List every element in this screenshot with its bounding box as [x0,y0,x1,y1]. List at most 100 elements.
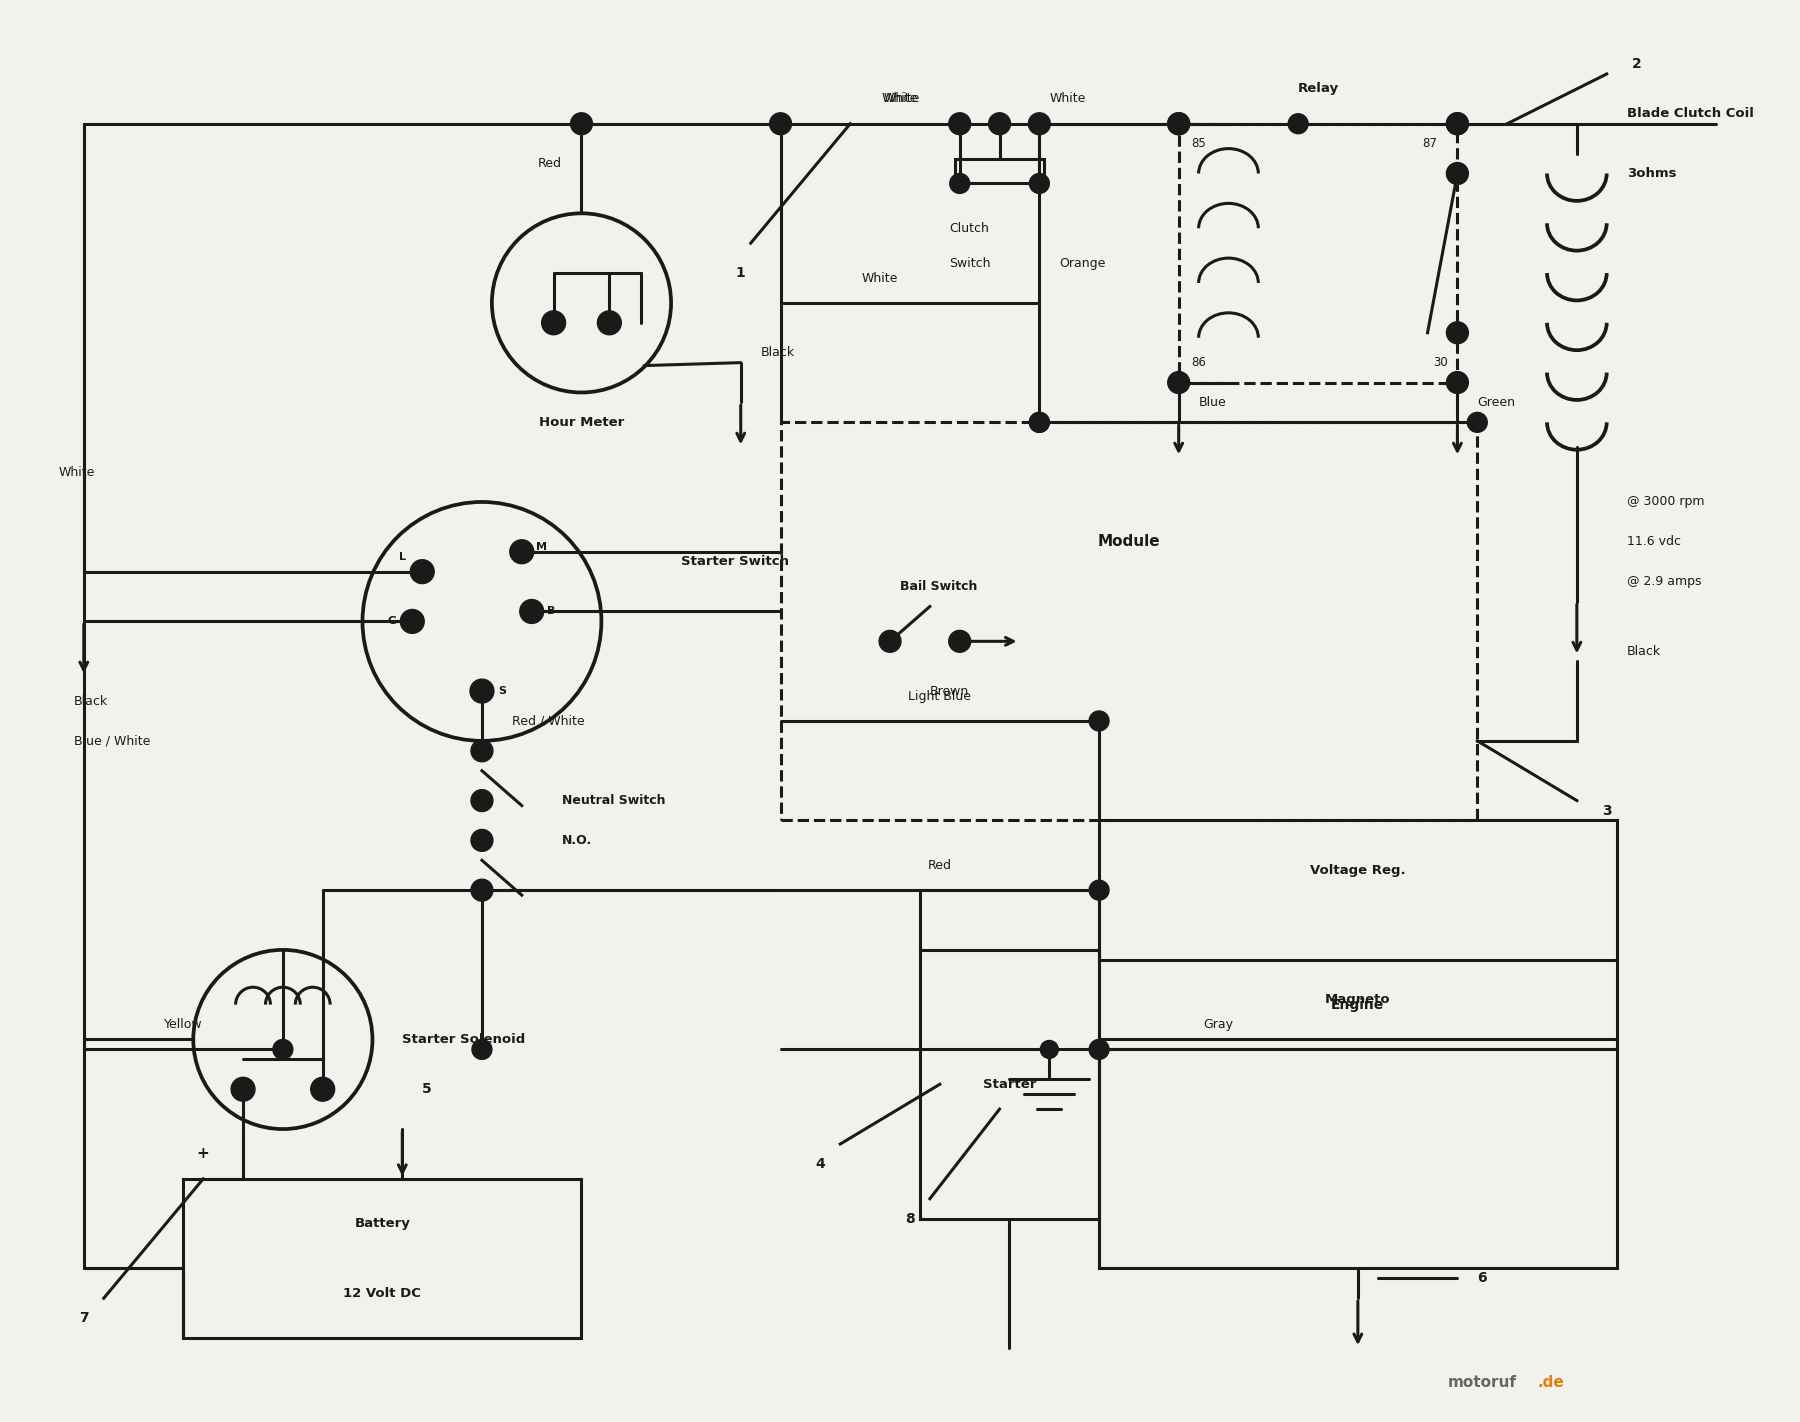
Bar [954,159,1044,183]
Circle shape [949,630,970,653]
Circle shape [1040,1041,1058,1058]
Text: Brown: Brown [931,684,968,698]
Text: 6: 6 [1478,1271,1487,1285]
Bar [1179,124,1458,383]
Text: White: White [59,465,95,479]
Text: Battery: Battery [355,1217,410,1230]
Text: Neutral Switch: Neutral Switch [562,793,664,808]
Text: Black: Black [1627,644,1661,658]
Text: 1: 1 [736,266,745,280]
Circle shape [410,560,434,583]
Text: 3ohms: 3ohms [1627,166,1676,181]
Circle shape [472,739,493,762]
Text: S: S [499,685,506,697]
Text: L: L [400,552,405,562]
Text: White: White [862,272,898,284]
Text: 85: 85 [1192,137,1206,151]
Text: 5: 5 [423,1082,432,1096]
Circle shape [571,112,592,135]
Circle shape [1447,162,1469,185]
Text: 11.6 vdc: 11.6 vdc [1627,535,1681,549]
Text: Magneto: Magneto [1325,993,1391,1007]
Circle shape [1467,412,1487,432]
Text: Yellow: Yellow [164,1018,203,1031]
Text: Relay: Relay [1298,82,1339,95]
Text: Blue: Blue [1199,395,1226,410]
Text: Red / White: Red / White [511,714,585,728]
Text: motoruf: motoruf [1449,1375,1517,1391]
Circle shape [400,610,425,633]
Text: Light Blue: Light Blue [909,690,972,702]
Text: 87: 87 [1422,137,1438,151]
Bar [781,422,1478,820]
Text: 12 Volt DC: 12 Volt DC [344,1287,421,1300]
Text: Orange: Orange [1058,256,1105,270]
Text: Bail Switch: Bail Switch [900,580,977,593]
Circle shape [470,680,493,702]
Text: Starter Switch: Starter Switch [680,555,788,569]
Circle shape [598,311,621,334]
Text: .de: .de [1537,1375,1564,1391]
Text: Voltage Reg.: Voltage Reg. [1310,863,1406,877]
Circle shape [1289,114,1309,134]
Text: 7: 7 [79,1311,88,1325]
Text: 3: 3 [1602,803,1611,818]
Circle shape [1447,321,1469,344]
Text: Hour Meter: Hour Meter [538,415,625,429]
Bar [184,1179,581,1338]
Text: @ 3000 rpm: @ 3000 rpm [1627,495,1705,509]
Circle shape [1089,1039,1109,1059]
Text: 4: 4 [815,1158,824,1170]
Circle shape [878,630,902,653]
Text: G: G [387,616,398,627]
Circle shape [1168,371,1190,394]
Circle shape [542,311,565,334]
Text: Green: Green [1478,395,1516,410]
Circle shape [509,540,535,563]
Text: 2: 2 [1631,57,1642,71]
Text: Engine: Engine [1332,998,1384,1011]
Circle shape [1447,371,1469,394]
Text: 86: 86 [1192,356,1206,370]
Text: Red: Red [927,859,952,872]
Circle shape [1168,112,1190,135]
Text: B: B [547,606,556,617]
Circle shape [274,1039,293,1059]
Text: Gray: Gray [1204,1018,1233,1031]
Circle shape [1168,112,1190,135]
Text: Black: Black [74,694,108,708]
Circle shape [472,879,493,902]
Circle shape [1447,112,1469,135]
Text: Blade Clutch Coil: Blade Clutch Coil [1627,107,1753,121]
Circle shape [1030,412,1049,432]
Circle shape [520,600,544,623]
Circle shape [950,173,970,193]
Text: White: White [1049,92,1085,105]
Circle shape [472,829,493,852]
Circle shape [472,1039,491,1059]
Text: 8: 8 [905,1212,914,1226]
Circle shape [1028,112,1051,135]
Bar [1100,820,1616,1268]
Circle shape [988,112,1010,135]
Circle shape [1089,711,1109,731]
Text: N.O.: N.O. [562,833,592,848]
Bar [920,950,1100,1219]
Circle shape [472,789,493,812]
Text: Switch: Switch [949,256,990,270]
Circle shape [311,1078,335,1101]
Text: @ 2.9 amps: @ 2.9 amps [1627,574,1701,589]
Text: M: M [536,542,547,552]
Text: Module: Module [1098,535,1161,549]
Circle shape [949,112,970,135]
Text: Starter Solenoid: Starter Solenoid [403,1032,526,1047]
Text: Black: Black [761,346,796,360]
Text: Starter: Starter [983,1078,1037,1091]
Text: +: + [196,1146,209,1162]
Circle shape [1030,173,1049,193]
Text: Red: Red [538,156,562,171]
Circle shape [1089,880,1109,900]
Circle shape [770,112,792,135]
Text: Clutch: Clutch [950,222,990,235]
Text: White: White [882,92,918,105]
